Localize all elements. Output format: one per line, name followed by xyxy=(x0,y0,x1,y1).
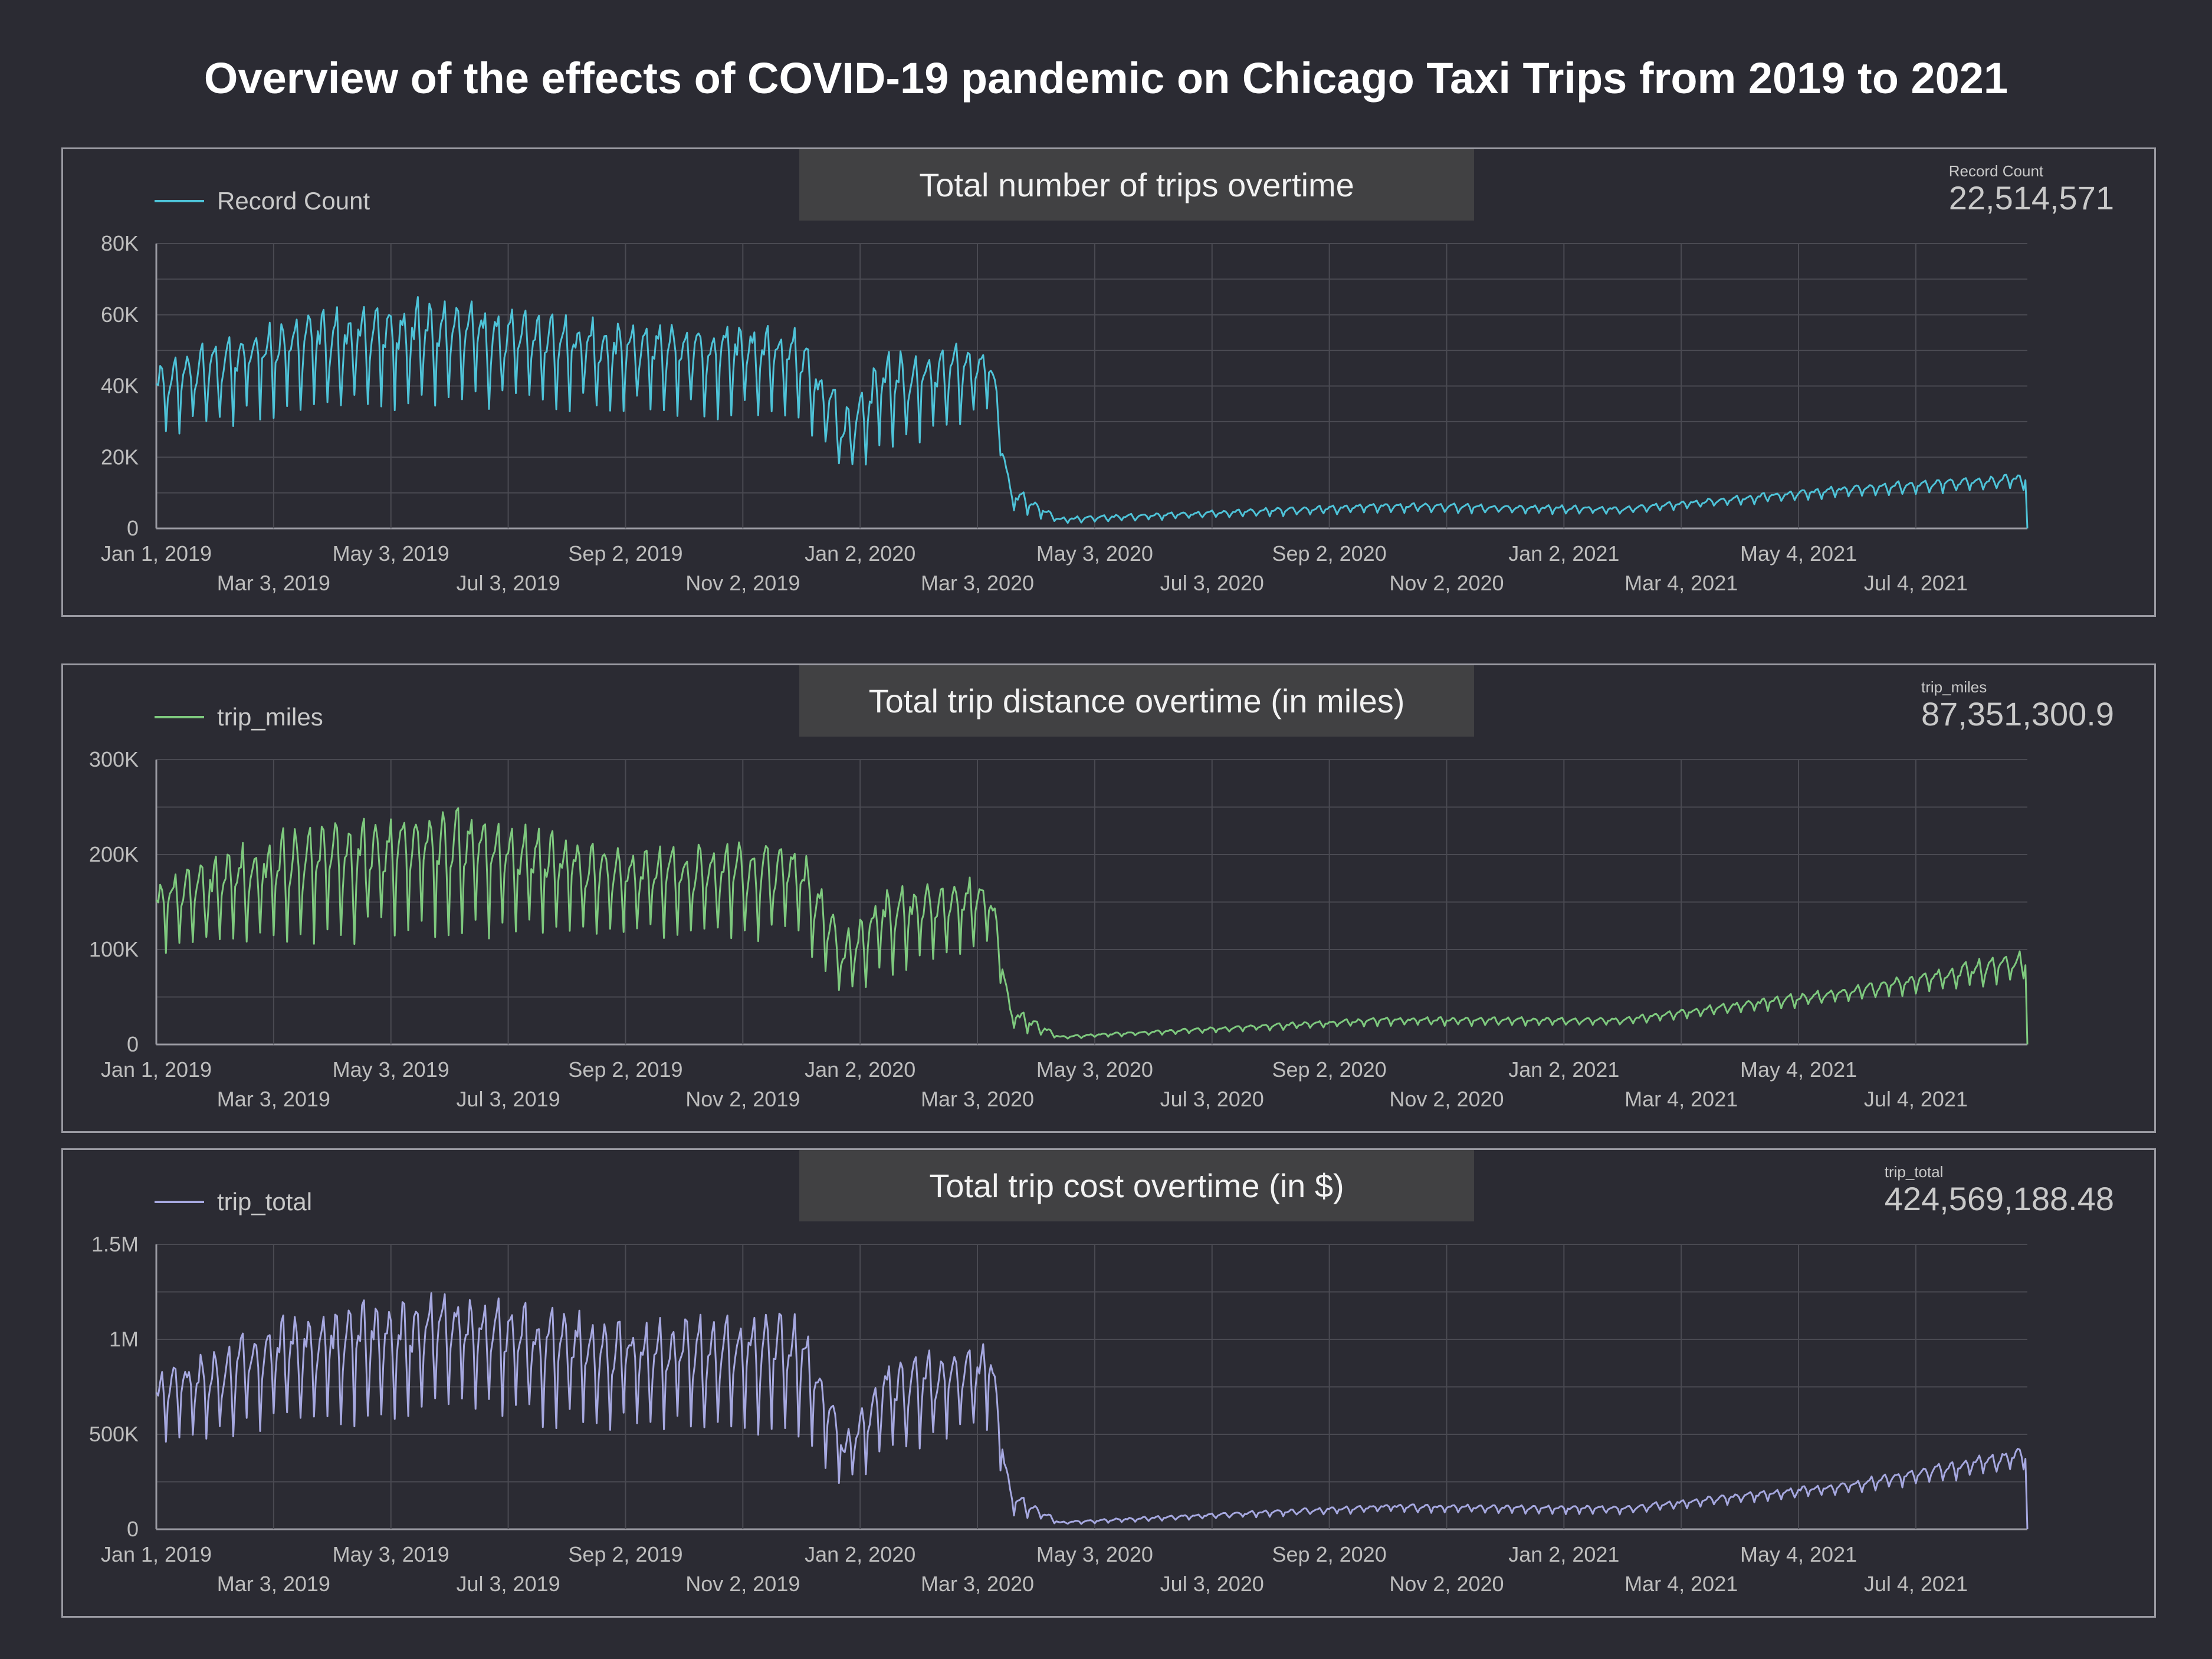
x-tick-label: Mar 3, 2020 xyxy=(921,1087,1034,1111)
x-tick-label: Mar 3, 2019 xyxy=(217,1087,330,1111)
scorecard-value: 22,514,571 xyxy=(1948,179,2114,216)
x-tick-label: Mar 4, 2021 xyxy=(1624,1572,1738,1596)
y-tick-label: 1M xyxy=(109,1327,139,1351)
cost-line-chart[interactable]: 0 500K 1M 1.5M Jan 1, 2019 May 3, 2019 Sep 2, … xyxy=(63,1150,2158,1619)
scorecard-label: trip_total xyxy=(1884,1163,1944,1181)
legend-label: trip_miles xyxy=(217,703,323,731)
x-tick-label: Nov 2, 2019 xyxy=(685,1572,800,1596)
y-tick-label: 0 xyxy=(127,1517,139,1541)
x-tick-label: Jan 2, 2020 xyxy=(805,1542,915,1566)
y-tick-label: 100K xyxy=(89,937,139,961)
chart-legend: trip_miles xyxy=(155,699,323,735)
x-tick-label: May 4, 2021 xyxy=(1740,1542,1857,1566)
panel-title: Total number of trips overtime xyxy=(799,149,1474,221)
miles-line-chart[interactable]: 0 100K 200K 300K Jan 1, 2019 May 3, 2019 Sep 2… xyxy=(63,665,2158,1135)
x-tick-label: Jul 3, 2019 xyxy=(457,1087,560,1111)
y-tick-label: 0 xyxy=(127,516,139,540)
x-tick-label: Nov 2, 2019 xyxy=(685,1087,800,1111)
legend-line-swatch xyxy=(155,200,204,202)
legend-line-swatch xyxy=(155,716,204,718)
x-tick-label: Mar 3, 2020 xyxy=(921,1572,1034,1596)
y-tick-label: 80K xyxy=(101,231,139,255)
y-tick-label: 20K xyxy=(101,445,139,469)
x-tick-label: Mar 3, 2019 xyxy=(217,571,330,595)
x-tick-label: May 3, 2020 xyxy=(1036,1057,1153,1082)
x-tick-label: May 3, 2019 xyxy=(333,541,449,566)
x-tick-label: Mar 4, 2021 xyxy=(1624,571,1738,595)
scorecard-label: trip_miles xyxy=(1921,678,1987,696)
miles-chart-panel: Total trip distance overtime (in miles) … xyxy=(61,663,2156,1133)
scorecard: trip_miles 87,351,300.9 xyxy=(1921,678,2114,732)
y-tick-label: 40K xyxy=(101,374,139,398)
series-line xyxy=(155,807,2029,1045)
x-tick-label: Sep 2, 2020 xyxy=(1272,1057,1387,1082)
trips-line-chart[interactable]: 0 20K 40K 60K 80K Jan 1, 2019 May 3, 2019 Sep 2… xyxy=(63,149,2158,619)
page-title: Overview of the effects of COVID-19 pand… xyxy=(204,54,2008,103)
x-tick-label: Jan 1, 2019 xyxy=(101,1057,212,1082)
x-tick-label: Sep 2, 2019 xyxy=(568,541,682,566)
y-tick-label: 60K xyxy=(101,303,139,327)
x-tick-label: Jan 2, 2020 xyxy=(805,541,915,566)
chart-legend: trip_total xyxy=(155,1184,312,1220)
series-line xyxy=(156,296,2029,529)
x-tick-label: Jul 4, 2021 xyxy=(1864,1572,1968,1596)
x-tick-label: Jul 3, 2020 xyxy=(1160,1087,1264,1111)
legend-line-swatch xyxy=(155,1201,204,1203)
x-tick-label: May 3, 2020 xyxy=(1036,541,1153,566)
x-tick-label: Mar 3, 2020 xyxy=(921,571,1034,595)
scorecard-value: 424,569,188.48 xyxy=(1884,1180,2114,1217)
x-tick-label: Jul 3, 2020 xyxy=(1160,1572,1264,1596)
x-tick-label: May 4, 2021 xyxy=(1740,541,1857,566)
y-tick-label: 500K xyxy=(89,1422,139,1446)
y-tick-label: 300K xyxy=(89,747,139,771)
x-tick-label: Sep 2, 2019 xyxy=(568,1057,682,1082)
x-tick-label: Mar 4, 2021 xyxy=(1624,1087,1738,1111)
chart-legend: Record Count xyxy=(155,183,370,219)
x-tick-label: Jul 4, 2021 xyxy=(1864,571,1968,595)
panel-title: Total trip cost overtime (in $) xyxy=(799,1150,1474,1221)
x-tick-label: Nov 2, 2020 xyxy=(1389,1087,1504,1111)
legend-label: trip_total xyxy=(217,1188,313,1215)
x-tick-label: Nov 2, 2019 xyxy=(685,571,800,595)
cost-chart-panel: Total trip cost overtime (in $) trip_tot… xyxy=(61,1148,2156,1618)
x-tick-label: Jul 3, 2019 xyxy=(457,1572,560,1596)
x-tick-label: Jan 2, 2020 xyxy=(805,1057,915,1082)
x-tick-label: Nov 2, 2020 xyxy=(1389,1572,1504,1596)
x-tick-label: Nov 2, 2020 xyxy=(1389,571,1504,595)
scorecard: Record Count 22,514,571 xyxy=(1949,162,2114,216)
x-tick-label: Jan 2, 2021 xyxy=(1508,1542,1619,1566)
x-tick-label: Sep 2, 2019 xyxy=(568,1542,682,1566)
x-tick-label: Mar 3, 2019 xyxy=(217,1572,330,1596)
x-tick-label: Sep 2, 2020 xyxy=(1272,1542,1387,1566)
y-tick-label: 0 xyxy=(127,1032,139,1056)
x-tick-label: May 3, 2020 xyxy=(1036,1542,1153,1566)
x-tick-label: May 3, 2019 xyxy=(333,1542,449,1566)
trips-chart-panel: Total number of trips overtime Record Co… xyxy=(61,147,2156,617)
y-tick-label: 1.5M xyxy=(91,1232,139,1256)
series-line xyxy=(155,1292,2029,1530)
scorecard-label: Record Count xyxy=(1948,162,2044,180)
x-tick-label: May 4, 2021 xyxy=(1740,1057,1857,1082)
scorecard-value: 87,351,300.9 xyxy=(1921,695,2114,732)
x-tick-label: Jul 3, 2020 xyxy=(1160,571,1264,595)
x-tick-label: Jan 1, 2019 xyxy=(101,1542,212,1566)
x-tick-label: Jul 4, 2021 xyxy=(1864,1087,1968,1111)
x-tick-label: May 3, 2019 xyxy=(333,1057,449,1082)
x-tick-label: Jan 1, 2019 xyxy=(101,541,212,566)
y-tick-label: 200K xyxy=(89,842,139,866)
x-tick-label: Jan 2, 2021 xyxy=(1508,541,1619,566)
scorecard: trip_total 424,569,188.48 xyxy=(1885,1163,2114,1217)
x-tick-label: Sep 2, 2020 xyxy=(1272,541,1387,566)
x-tick-label: Jan 2, 2021 xyxy=(1508,1057,1619,1082)
x-tick-label: Jul 3, 2019 xyxy=(457,571,560,595)
panel-title: Total trip distance overtime (in miles) xyxy=(799,665,1474,737)
legend-label: Record Count xyxy=(217,187,370,215)
